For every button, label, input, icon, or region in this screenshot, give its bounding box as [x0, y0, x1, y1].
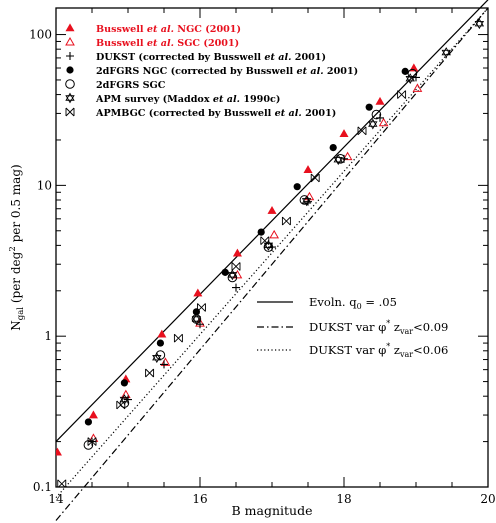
legend-label: Busswell et al. NGC (2001): [96, 24, 241, 35]
triangle-open-marker: [65, 36, 75, 46]
plus-marker: [160, 360, 168, 369]
star-open-marker: [333, 154, 343, 163]
model-legend-label: Evoln. q0 = .05: [309, 295, 397, 311]
triangle-filled-marker: [375, 96, 385, 105]
bowtie-marker: [397, 90, 407, 99]
star-open-marker: [368, 118, 378, 127]
bowtie-marker: [231, 262, 241, 271]
triangle-filled-marker: [193, 288, 203, 297]
x-tick-label: 18: [336, 492, 351, 506]
legend-label: 2dFGRS NGC (corrected by Busswell et al.…: [96, 66, 358, 77]
bowtie-marker: [87, 437, 97, 446]
circle-filled-marker: [84, 418, 92, 426]
triangle-open-marker: [160, 357, 171, 366]
star-open-marker: [65, 92, 75, 101]
triangle-filled-marker: [65, 23, 75, 32]
star-open-marker: [301, 195, 312, 204]
y-tick-label: 10: [37, 178, 52, 192]
circle-filled-marker: [257, 228, 265, 236]
bowtie-marker: [196, 303, 206, 312]
star-open-marker: [227, 272, 238, 281]
triangle-open-marker: [412, 83, 423, 92]
data-points: [56, 18, 485, 487]
star-open-marker: [474, 21, 485, 30]
star-open-marker: [191, 313, 202, 322]
y-axis-label: Ngal (per deg2 per 0.5 mag): [8, 164, 26, 330]
circle-filled-marker: [365, 103, 373, 111]
model-curve-dotted: [55, 7, 489, 499]
x-axis-label: B magnitude: [232, 503, 313, 518]
star-open-marker: [152, 355, 162, 364]
x-tick-label: 16: [192, 492, 207, 506]
x-tick-label: 20: [480, 492, 495, 506]
bowtie-marker: [173, 333, 183, 343]
legend-label: APM survey (Maddox et al. 1990c): [95, 94, 280, 105]
y-tick-label: 100: [29, 28, 52, 42]
star-open-marker: [301, 198, 312, 207]
y-tick-label: 0.1: [33, 480, 52, 494]
legend-label: APMBGC (corrected by Busswell et al. 200…: [95, 108, 336, 119]
bowtie-marker: [145, 368, 155, 378]
legend-label: 2dFGRS SGC: [96, 80, 166, 91]
model-legend-label: DUKST var φ* zvar<0.06: [309, 342, 448, 359]
triangle-filled-marker: [232, 248, 242, 257]
triangle-open-marker: [269, 229, 280, 239]
legend-label: Busswell et al. SGC (2001): [96, 38, 239, 49]
star-open-marker: [368, 121, 378, 130]
bowtie-marker: [357, 126, 367, 136]
model-curves: [55, 0, 489, 521]
plot-axes: 14 16 18 20 0.1 1 10 100: [29, 7, 496, 506]
star-open-marker: [119, 396, 130, 405]
bowtie-marker: [310, 173, 320, 183]
triangle-filled-marker: [339, 129, 349, 138]
plus-marker: [232, 283, 240, 292]
star-open-marker: [191, 316, 202, 325]
triangle-open-marker: [378, 117, 389, 127]
star-open-marker: [65, 95, 75, 104]
circle-filled-marker: [156, 339, 164, 347]
bowtie-marker: [57, 479, 67, 487]
plus-marker: [376, 113, 384, 122]
circle-filled-marker: [120, 379, 128, 387]
model-curve-dashdot: [55, 7, 489, 521]
circle-open-marker: [65, 79, 75, 89]
y-tick-label: 1: [44, 329, 52, 343]
legend-label: DUKST (corrected by Busswell et al. 2001…: [96, 52, 326, 63]
star-open-marker: [441, 49, 451, 58]
triangle-open-marker: [342, 151, 353, 161]
bowtie-marker: [116, 400, 126, 410]
circle-filled-marker: [66, 66, 74, 74]
axis-labels: B magnitude Ngal (per deg2 per 0.5 mag): [8, 164, 313, 518]
circle-filled-marker: [293, 183, 301, 191]
star-open-marker: [263, 239, 274, 249]
star-open-marker: [333, 156, 343, 166]
star-open-marker: [405, 75, 415, 85]
star-open-marker: [227, 269, 238, 278]
star-open-marker: [441, 47, 451, 56]
circle-filled-marker: [221, 268, 229, 276]
circle-filled-marker: [401, 67, 409, 75]
star-open-marker: [405, 73, 415, 82]
circle-filled-marker: [329, 144, 337, 152]
star-open-marker: [474, 18, 485, 27]
model-legend-label: DUKST var φ* zvar<0.09: [309, 319, 448, 336]
legend: Busswell et al. NGC (2001) Busswell et al…: [65, 23, 448, 359]
triangle-filled-marker: [157, 329, 167, 338]
x-tick-label: 14: [48, 492, 64, 506]
circle-open-marker: [371, 109, 382, 120]
bowtie-marker: [260, 236, 270, 245]
circle-filled-marker: [192, 308, 200, 316]
plus-marker: [66, 52, 74, 60]
triangle-filled-marker: [56, 447, 62, 456]
bowtie-marker: [281, 216, 291, 226]
triangle-filled-marker: [267, 206, 277, 214]
bowtie-marker: [65, 107, 75, 117]
triangle-filled-marker: [303, 165, 313, 174]
triangle-filled-marker: [88, 410, 98, 419]
star-open-marker: [152, 352, 162, 361]
